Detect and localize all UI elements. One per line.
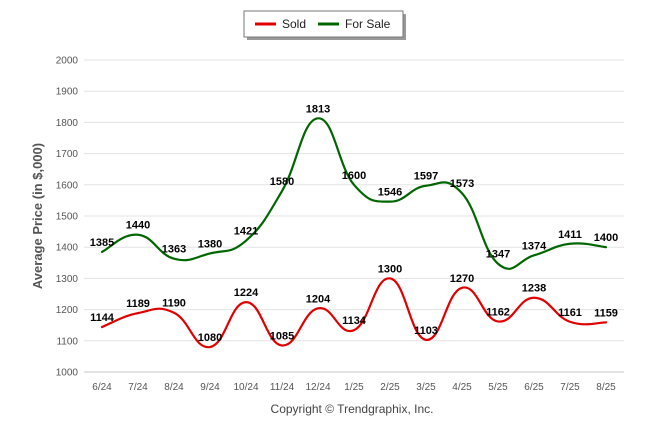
data-label-sold: 1159 (594, 307, 618, 319)
data-label-sold: 1080 (198, 332, 222, 344)
series-lines (100, 117, 608, 349)
x-tick-label: 12/24 (305, 382, 330, 393)
data-label-sold: 1144 (90, 312, 115, 324)
series-line-for-sale (100, 117, 608, 270)
x-tick-label: 9/24 (200, 382, 220, 393)
x-tick-label: 5/25 (488, 382, 508, 393)
data-label-for-sale: 1421 (234, 226, 258, 238)
data-labels: 1144 1189 1190 1080 1224 1085 1204 1134 1300 1103… (90, 103, 618, 344)
data-label-for-sale: 1813 (306, 103, 330, 115)
data-label-for-sale: 1440 (126, 220, 150, 232)
data-label-for-sale: 1400 (594, 232, 618, 244)
data-label-sold: 1270 (450, 273, 474, 285)
x-tick-label: 7/24 (128, 382, 148, 393)
y-tick-label: 1800 (56, 118, 79, 129)
y-tick-label: 1400 (56, 243, 79, 254)
x-tick-label: 7/25 (560, 382, 580, 393)
x-tick-label: 3/25 (416, 382, 436, 393)
data-label-sold: 1161 (558, 307, 582, 319)
data-label-for-sale: 1580 (270, 176, 294, 188)
data-label-for-sale: 1374 (522, 240, 547, 252)
data-label-for-sale: 1385 (90, 237, 114, 249)
y-tick-label: 1900 (56, 87, 79, 98)
y-tick-label: 1100 (56, 336, 78, 347)
data-label-for-sale: 1380 (198, 238, 222, 250)
legend-label-for-sale: For Sale (345, 17, 391, 31)
data-label-sold: 1238 (522, 283, 546, 295)
y-tick-label: 1000 (56, 368, 79, 379)
y-tick-label: 1300 (56, 274, 79, 285)
x-tick-label: 1/25 (344, 382, 364, 393)
data-label-sold: 1300 (378, 263, 402, 275)
x-tick-label: 10/24 (233, 382, 258, 393)
data-label-for-sale: 1546 (378, 187, 402, 199)
legend-label-sold: Sold (282, 17, 306, 31)
axes: 1000 1100 1200 1300 1400 1500 1600 1700 1800 1900… (56, 56, 624, 393)
x-tick-label: 4/25 (452, 382, 472, 393)
x-tick-label: 2/25 (380, 382, 400, 393)
x-tick-label: 6/24 (92, 382, 112, 393)
data-label-sold: 1103 (414, 325, 438, 337)
y-tick-label: 1600 (56, 180, 79, 191)
data-label-for-sale: 1597 (414, 171, 438, 183)
x-tick-label: 11/24 (270, 382, 295, 393)
x-tick-label: 8/24 (164, 382, 184, 393)
data-label-sold: 1134 (342, 315, 367, 327)
y-axis-label: Average Price (in $,000) (30, 143, 45, 289)
data-label-sold: 1224 (234, 287, 259, 299)
x-tick-label: 6/25 (524, 382, 544, 393)
data-label-sold: 1189 (126, 298, 150, 310)
data-label-for-sale: 1347 (486, 249, 510, 261)
series-line-sold (100, 277, 608, 349)
data-label-for-sale: 1573 (450, 178, 474, 190)
data-label-sold: 1204 (306, 293, 331, 305)
data-label-sold: 1162 (486, 306, 510, 318)
y-tick-label: 2000 (56, 56, 79, 67)
data-label-for-sale: 1363 (162, 244, 186, 256)
grid-lines (84, 59, 624, 373)
data-label-sold: 1190 (162, 298, 186, 310)
data-label-sold: 1085 (270, 330, 294, 342)
data-label-for-sale: 1600 (342, 170, 366, 182)
data-label-for-sale: 1411 (558, 229, 582, 241)
y-tick-label: 1200 (56, 305, 79, 316)
x-tick-label: 8/25 (596, 382, 616, 393)
legend: Sold For Sale (243, 10, 406, 40)
y-tick-label: 1700 (56, 149, 79, 160)
y-tick-label: 1500 (56, 212, 79, 223)
copyright-footer: Copyright © Trendgraphix, Inc. (271, 402, 434, 416)
